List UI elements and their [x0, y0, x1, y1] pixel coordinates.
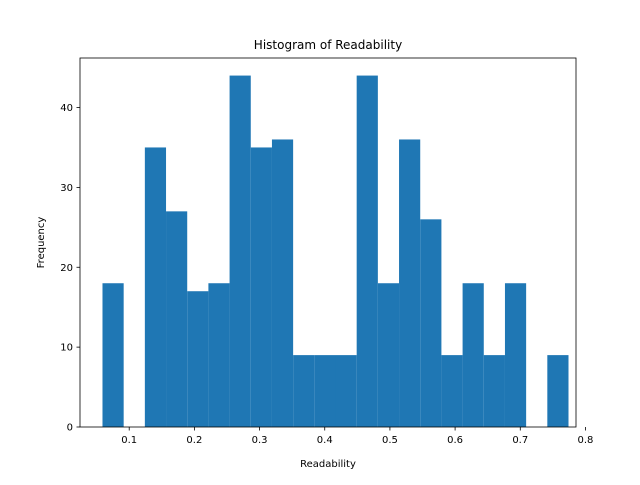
histogram-bar-13	[377, 283, 400, 427]
x-tick-label: 0.3	[252, 435, 268, 446]
histogram-bar-17	[462, 283, 484, 427]
histogram-bar-6	[229, 75, 251, 428]
histogram-bar-14	[399, 139, 421, 427]
histogram-bar-18	[483, 355, 505, 427]
chart-title: Histogram of Readability	[254, 38, 402, 52]
x-tick-label: 0.6	[447, 435, 463, 446]
histogram-bar-10	[314, 355, 336, 427]
histogram-bar-21	[547, 355, 569, 427]
y-tick-label: 0	[67, 423, 73, 434]
histogram-bar-7	[250, 147, 272, 428]
x-tick-label: 0.8	[577, 435, 593, 446]
x-axis-ticks: 0.1 0.2 0.3 0.4 0.5 0.6 0.7 0.8	[121, 427, 593, 446]
x-tick-label: 0.7	[512, 435, 528, 446]
bars-group	[102, 75, 569, 428]
histogram-bar-8	[271, 139, 294, 427]
histogram-bar-3	[166, 211, 188, 427]
x-tick-label: 0.4	[317, 435, 333, 446]
y-tick-label: 40	[60, 103, 73, 114]
histogram-bar-4	[187, 291, 209, 427]
y-tick-label: 10	[60, 343, 73, 354]
histogram-bar-11	[335, 355, 357, 427]
x-axis-label: Readability	[300, 459, 356, 470]
plot-frame	[79, 57, 577, 428]
histogram-bar-5	[208, 283, 230, 427]
y-axis-ticks: 0 10 20 30 40	[60, 103, 80, 434]
x-tick-label: 0.5	[382, 435, 398, 446]
histogram-bar-19	[504, 283, 527, 427]
histogram-bar-0	[102, 283, 124, 427]
y-axis-label: Frequency	[36, 217, 47, 269]
histogram-bar-2	[144, 147, 167, 428]
y-tick-label: 20	[60, 263, 73, 274]
x-tick-label: 0.1	[121, 435, 137, 446]
histogram-bar-16	[441, 355, 463, 427]
histogram-bar-12	[356, 75, 378, 428]
histogram-bar-9	[293, 355, 315, 427]
histogram-bar-15	[420, 219, 442, 427]
x-tick-label: 0.2	[186, 435, 202, 446]
y-tick-label: 30	[60, 183, 73, 194]
